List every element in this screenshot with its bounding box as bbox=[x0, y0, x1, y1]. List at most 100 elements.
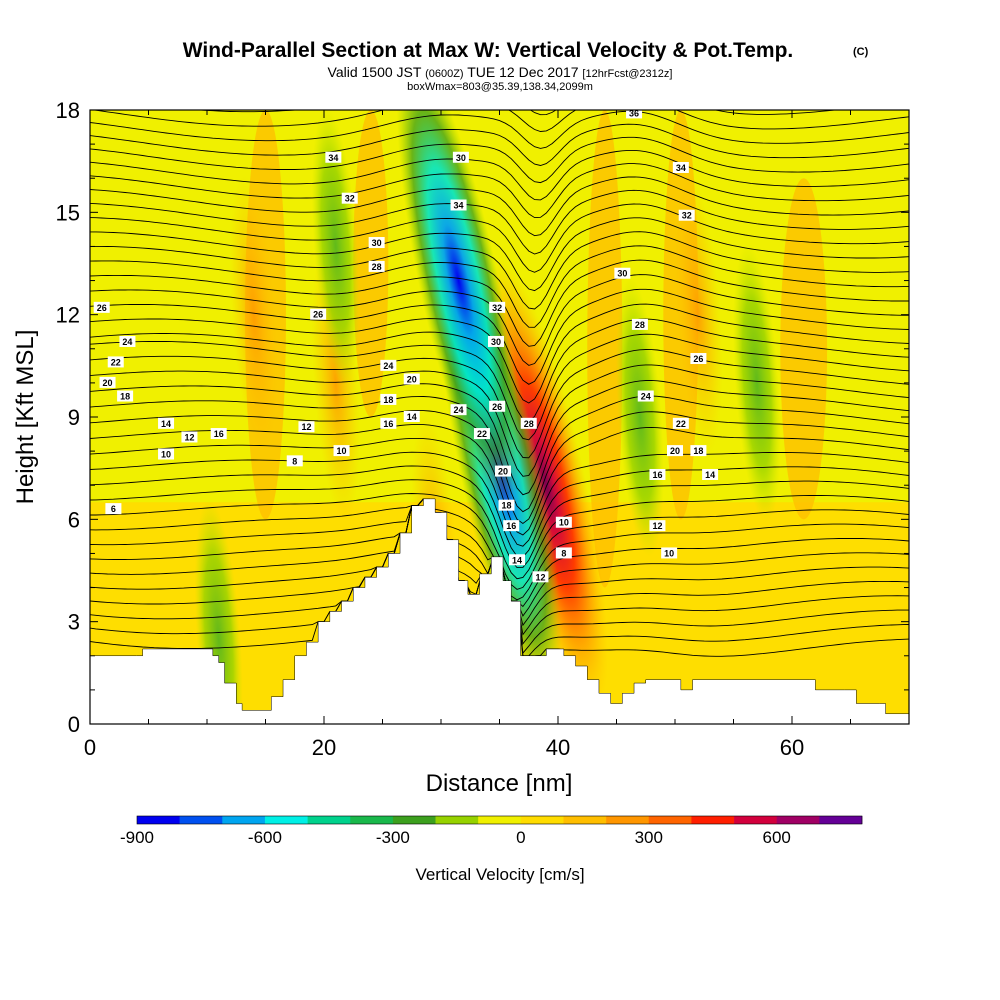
theta-label-text: 26 bbox=[97, 303, 107, 313]
theta-label-bg bbox=[690, 353, 707, 365]
theta-label-bg bbox=[368, 260, 385, 272]
theta-label-text: 20 bbox=[407, 374, 417, 384]
theta-label-text: 14 bbox=[161, 419, 171, 429]
theta-contour-line bbox=[90, 479, 909, 580]
theta-label-text: 24 bbox=[122, 337, 132, 347]
theta-label-text: 12 bbox=[652, 521, 662, 531]
updraft-core bbox=[674, 174, 723, 455]
colorbar-swatch bbox=[307, 816, 351, 824]
theta-label: 14 bbox=[403, 411, 420, 422]
theta-label: 34 bbox=[450, 199, 467, 211]
theta-label-bg bbox=[702, 468, 719, 480]
theta-label-text: 10 bbox=[664, 548, 674, 558]
theta-label-bg bbox=[626, 110, 643, 119]
theta-label-text: 22 bbox=[111, 357, 121, 367]
y-axis-label: Height [Kft MSL] bbox=[12, 330, 39, 505]
theta-label: 24 bbox=[450, 404, 467, 416]
theta-contour-line bbox=[91, 110, 909, 132]
theta-label-bg bbox=[380, 393, 397, 405]
theta-label-text: 16 bbox=[506, 521, 516, 531]
chart-title-block: Wind-Parallel Section at Max W: Vertical… bbox=[183, 39, 869, 93]
theta-label: 20 bbox=[495, 465, 512, 477]
theta-label: 22 bbox=[672, 417, 689, 429]
colorbar-swatch bbox=[222, 816, 266, 824]
theta-label-text: 32 bbox=[492, 303, 502, 313]
theta-label-bg bbox=[631, 318, 648, 330]
theta-label: 36 bbox=[626, 110, 643, 119]
colorbar-swatch bbox=[648, 816, 692, 824]
theta-label: 34 bbox=[325, 151, 342, 163]
theta-contour-line bbox=[90, 364, 909, 477]
theta-label: 26 bbox=[93, 301, 110, 313]
theta-label-bg bbox=[498, 499, 515, 511]
theta-label-text: 16 bbox=[383, 419, 393, 429]
theta-label-text: 18 bbox=[383, 395, 393, 405]
theta-contour-line bbox=[90, 136, 909, 184]
theta-label-text: 22 bbox=[477, 429, 487, 439]
colorbar-swatch bbox=[264, 816, 308, 824]
theta-label: 14 bbox=[158, 417, 175, 429]
colorbar-swatch bbox=[819, 816, 863, 824]
theta-label: 12 bbox=[649, 520, 666, 532]
x-axis-label: Distance [nm] bbox=[426, 770, 573, 797]
colorbar-tick-label: 300 bbox=[635, 828, 663, 847]
theta-label-text: 16 bbox=[214, 429, 224, 439]
y-tick-label: 18 bbox=[56, 98, 80, 123]
colorbar-swatch bbox=[776, 816, 820, 824]
theta-label-bg bbox=[489, 400, 506, 412]
theta-label-text: 14 bbox=[407, 412, 417, 422]
box-info: boxWmax=803@35.39,138.34,2099m bbox=[407, 81, 593, 93]
theta-label: 28 bbox=[631, 318, 648, 330]
theta-label-bg bbox=[450, 404, 467, 416]
theta-label: 10 bbox=[661, 547, 678, 559]
theta-label-bg bbox=[661, 547, 678, 559]
plot-area: 6810121418202224262628303234363432302826… bbox=[90, 110, 909, 724]
y-tick-label: 6 bbox=[68, 507, 80, 532]
theta-label: 20 bbox=[403, 373, 420, 385]
theta-label-bg bbox=[473, 428, 490, 440]
theta-contour-line bbox=[90, 451, 909, 558]
theta-label-text: 30 bbox=[456, 153, 466, 163]
theta-label: 30 bbox=[368, 237, 385, 249]
theta-label-bg bbox=[690, 445, 707, 457]
theta-label-text: 30 bbox=[372, 238, 382, 248]
colorbar-swatch bbox=[478, 816, 522, 824]
theta-label: 10 bbox=[158, 448, 175, 460]
theta-label: 12 bbox=[532, 571, 549, 583]
theta-label-text: 28 bbox=[524, 419, 534, 429]
theta-label-bg bbox=[637, 390, 654, 402]
theta-label-text: 14 bbox=[512, 555, 522, 565]
theta-label: 18 bbox=[380, 393, 397, 405]
theta-contour-line bbox=[90, 303, 909, 404]
theta-label-bg bbox=[286, 455, 303, 467]
theta-label: 18 bbox=[117, 390, 134, 402]
theta-label: 18 bbox=[498, 499, 515, 511]
theta-contour-line bbox=[90, 259, 909, 347]
theta-label-text: 22 bbox=[676, 419, 686, 429]
theta-label: 22 bbox=[107, 356, 124, 368]
colorbar-swatch bbox=[392, 816, 436, 824]
colorbar-swatch bbox=[435, 816, 479, 824]
terrain bbox=[90, 498, 909, 724]
colorbar-swatch bbox=[350, 816, 394, 824]
theta-label-text: 10 bbox=[559, 518, 569, 528]
theta-contour-line bbox=[90, 189, 909, 255]
theta-label-text: 24 bbox=[454, 405, 464, 415]
theta-label-text: 12 bbox=[535, 572, 545, 582]
w-field-streak bbox=[780, 178, 828, 520]
theta-label-bg bbox=[487, 335, 504, 347]
theta-label: 14 bbox=[702, 468, 719, 480]
valid-prefix: Valid 1500 JST bbox=[328, 64, 422, 80]
theta-label: 18 bbox=[690, 445, 707, 457]
theta-contour-line bbox=[90, 274, 909, 366]
theta-contour-line bbox=[90, 231, 909, 310]
x-tick-label: 60 bbox=[780, 735, 804, 760]
theta-label-bg bbox=[672, 417, 689, 429]
theta-label: 20 bbox=[99, 376, 116, 388]
theta-label: 30 bbox=[452, 151, 469, 163]
copyright-mark: (C) bbox=[853, 46, 869, 58]
theta-label: 8 bbox=[555, 547, 572, 559]
theta-label-bg bbox=[649, 468, 666, 480]
theta-label-text: 10 bbox=[161, 450, 171, 460]
theta-label-bg bbox=[298, 421, 315, 433]
